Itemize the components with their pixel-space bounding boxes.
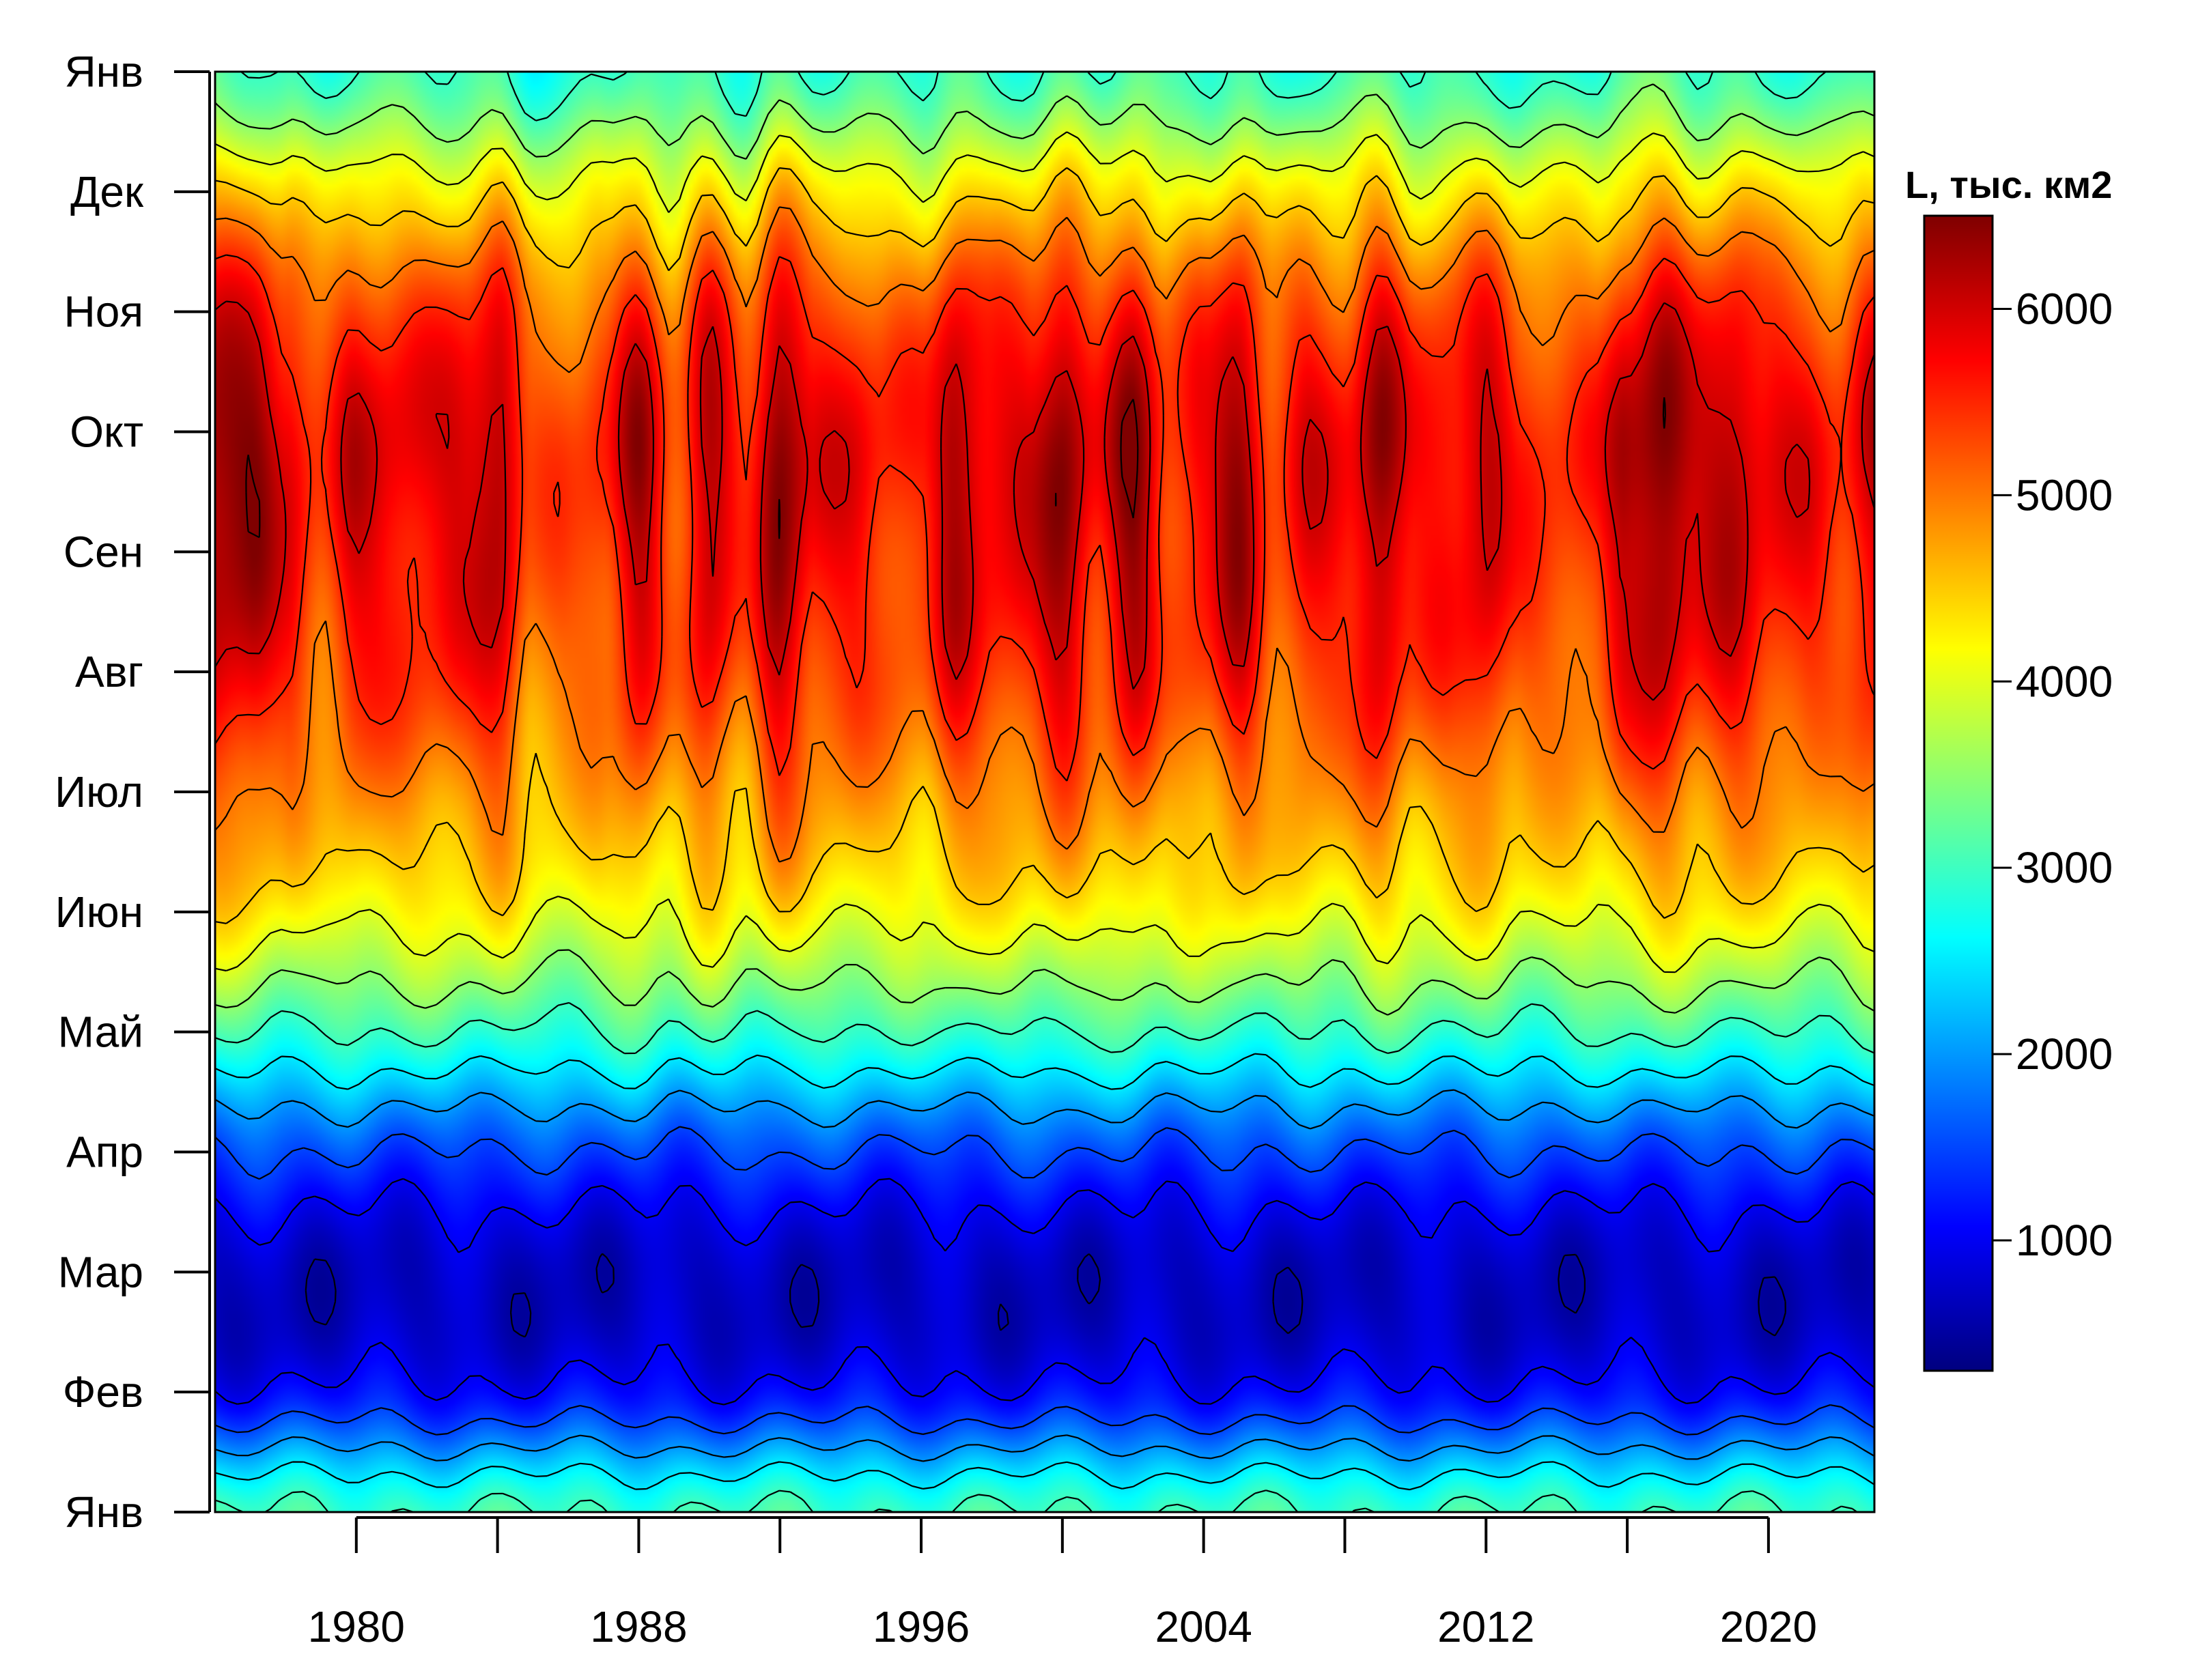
contour-line <box>214 71 1875 1513</box>
x-tick-label: 1988 <box>590 1602 687 1651</box>
contour-line <box>214 1053 1875 1491</box>
y-tick-label: Дек <box>70 167 144 216</box>
contour-line <box>214 1089 1875 1462</box>
contour-line <box>214 1178 1875 1406</box>
y-tick-label: Окт <box>70 408 143 457</box>
contour-lines <box>214 71 1876 1513</box>
y-tick-label: Ноя <box>64 287 143 337</box>
colorbar-scale <box>1923 214 1994 1372</box>
x-tick-label: 2004 <box>1155 1602 1252 1651</box>
contour-line <box>245 397 1666 539</box>
y-tick-label: Янв <box>64 1487 143 1537</box>
y-tick-label: Фев <box>63 1367 143 1416</box>
plot-area <box>214 70 1876 1513</box>
colorbar-title: L, тыс. км2 <box>1905 163 2112 206</box>
colorbar-tick-label: 2000 <box>2016 1029 2113 1079</box>
x-tick-label: 1980 <box>308 1602 405 1651</box>
plot-frame <box>214 70 1876 1513</box>
contour-line <box>305 1253 1786 1338</box>
colorbar-tick-label: 4000 <box>2016 657 2113 706</box>
x-axis: 1980 1988 1996 2004 2012 2020 <box>308 1516 1817 1651</box>
contour-line <box>214 1126 1875 1436</box>
y-tick-label: Июн <box>55 887 143 937</box>
colorbar-ticks: 1000 2000 3000 4000 5000 6000 <box>1993 284 2113 1265</box>
colorbar: L, тыс. км2 1000 2000 3000 4000 5000 6000 <box>1905 163 2113 1372</box>
y-tick-label: Апр <box>66 1128 143 1177</box>
contour-line <box>214 83 1875 1016</box>
colorbar-tick-label: 5000 <box>2016 470 2113 519</box>
y-tick-label: Янв <box>64 47 143 96</box>
y-tick-label: Май <box>58 1008 143 1057</box>
colorbar-tick-label: 1000 <box>2016 1216 2113 1265</box>
contour-line <box>214 254 1875 782</box>
colorbar-tick-label: 6000 <box>2016 284 2113 333</box>
x-tick-label: 2012 <box>1437 1602 1534 1651</box>
y-tick-label: Авг <box>75 647 143 696</box>
contour-line <box>214 206 1875 863</box>
x-tick-label: 1996 <box>873 1602 970 1651</box>
y-tick-label: Июл <box>55 767 143 816</box>
y-axis: Янв Фев Мар Апр Май Июн Июл Авг Сен Окт Ноя Дек Янв <box>55 47 211 1537</box>
contour-line <box>214 167 1875 924</box>
y-tick-label: Сен <box>64 527 143 576</box>
contour-line <box>214 131 1875 973</box>
heatmap-field <box>215 72 1874 1512</box>
y-tick-label: Мар <box>58 1247 143 1296</box>
colorbar-tick-label: 3000 <box>2016 843 2113 892</box>
contour-line <box>214 300 1876 701</box>
x-tick-label: 2020 <box>1720 1602 1817 1651</box>
